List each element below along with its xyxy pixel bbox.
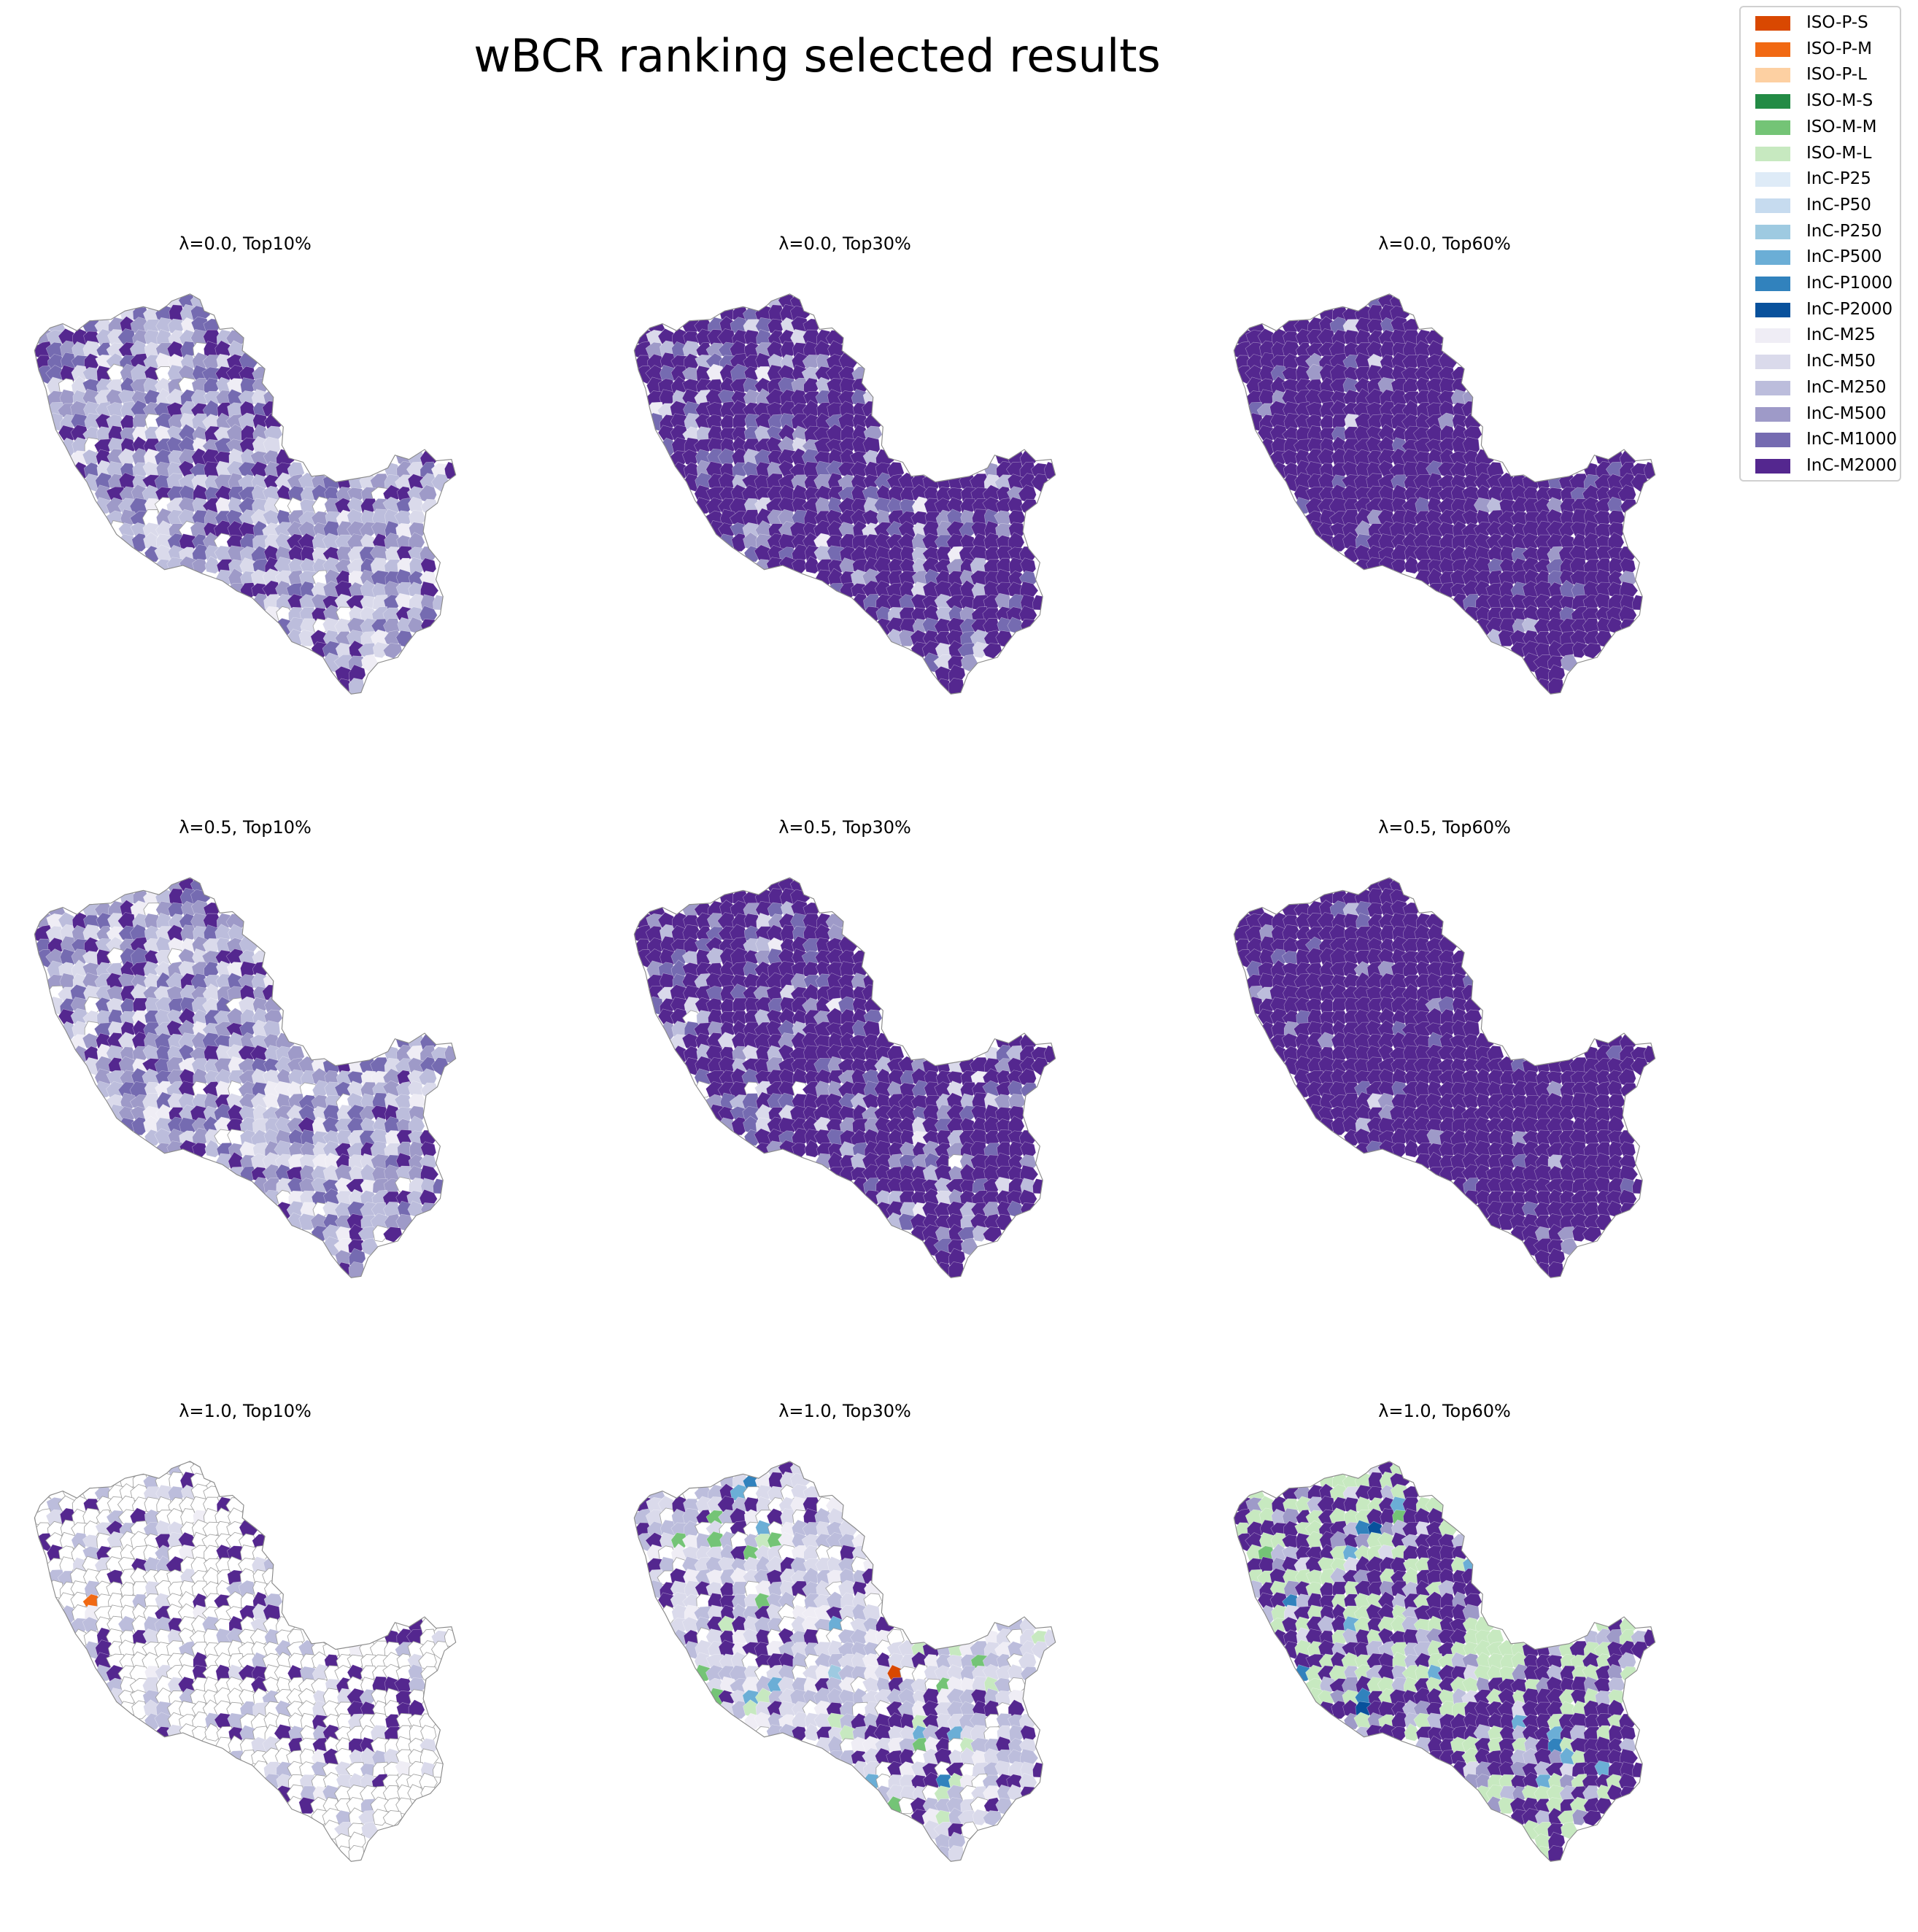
subbasin bbox=[731, 1116, 749, 1136]
panel-title: λ=0.5, Top60% bbox=[1378, 817, 1511, 838]
subbasin bbox=[348, 1844, 365, 1862]
region-boundary bbox=[633, 293, 1056, 695]
subbasin bbox=[372, 1225, 389, 1243]
subbasin bbox=[204, 1723, 222, 1742]
subbasin bbox=[1331, 533, 1348, 552]
region-boundary bbox=[1233, 877, 1656, 1278]
map-panel: λ=0.5, Top30% bbox=[619, 817, 1071, 1328]
subbasin bbox=[948, 1845, 964, 1862]
subbasin bbox=[1571, 641, 1588, 659]
subbasin bbox=[348, 1261, 365, 1278]
map-panel: λ=0.5, Top60% bbox=[1218, 817, 1671, 1328]
region-map bbox=[34, 293, 457, 695]
subbasin bbox=[1404, 555, 1421, 574]
subbasin bbox=[972, 641, 989, 659]
region-map bbox=[1233, 1461, 1656, 1862]
region-boundary bbox=[633, 877, 1056, 1278]
subbasin bbox=[131, 1700, 149, 1720]
map-panel: λ=1.0, Top10% bbox=[19, 1401, 471, 1912]
panel-title: λ=1.0, Top30% bbox=[778, 1401, 911, 1421]
panel-title: λ=0.0, Top60% bbox=[1378, 233, 1511, 254]
map-panel: λ=1.0, Top30% bbox=[619, 1401, 1071, 1912]
panel-title: λ=1.0, Top10% bbox=[179, 1401, 312, 1421]
map-cells bbox=[634, 1461, 1056, 1862]
map-cells bbox=[34, 293, 456, 695]
subbasin bbox=[731, 533, 749, 552]
subbasin bbox=[348, 678, 365, 695]
subbasin bbox=[804, 1139, 821, 1158]
subbasin bbox=[372, 641, 389, 659]
panel-title: λ=0.0, Top30% bbox=[778, 233, 911, 254]
region-boundary bbox=[34, 293, 457, 695]
subbasin bbox=[972, 1809, 989, 1826]
map-panel: λ=0.5, Top10% bbox=[19, 817, 471, 1328]
subbasin bbox=[731, 1700, 749, 1720]
region-map bbox=[633, 877, 1056, 1278]
panel-title: λ=0.5, Top30% bbox=[778, 817, 911, 838]
subbasin bbox=[948, 678, 964, 695]
panel-title: λ=1.0, Top60% bbox=[1378, 1401, 1511, 1421]
subbasin bbox=[1331, 1116, 1348, 1136]
subbasin bbox=[972, 1225, 989, 1243]
map-panel: λ=0.0, Top10% bbox=[19, 233, 471, 744]
subbasin bbox=[1547, 678, 1564, 695]
figure-title: wBCR ranking selected results bbox=[473, 29, 1161, 82]
subbasin bbox=[948, 1261, 964, 1278]
subbasin bbox=[1571, 1225, 1588, 1243]
region-boundary bbox=[633, 1461, 1056, 1862]
region-boundary bbox=[1233, 293, 1656, 695]
map-panel: λ=1.0, Top60% bbox=[1218, 1401, 1671, 1912]
subbasin bbox=[131, 533, 149, 552]
panel-title: λ=0.5, Top10% bbox=[179, 817, 312, 838]
map-cells bbox=[1234, 877, 1655, 1278]
map-cells bbox=[1234, 1461, 1655, 1862]
subbasin bbox=[372, 1809, 389, 1826]
map-cells bbox=[34, 877, 456, 1278]
subbasin bbox=[204, 1139, 222, 1158]
map-panel: λ=0.0, Top60% bbox=[1218, 233, 1671, 744]
map-cells bbox=[1234, 293, 1655, 695]
region-map bbox=[1233, 293, 1656, 695]
region-map bbox=[1233, 877, 1656, 1278]
panel-title: λ=0.0, Top10% bbox=[179, 233, 312, 254]
subbasin bbox=[804, 555, 821, 574]
map-cells bbox=[34, 1461, 456, 1862]
subbasin bbox=[131, 1116, 149, 1136]
subbasin bbox=[804, 1723, 821, 1742]
region-boundary bbox=[34, 877, 457, 1278]
subbasin bbox=[1547, 1261, 1564, 1278]
region-map bbox=[34, 1461, 457, 1862]
map-cells bbox=[634, 877, 1056, 1278]
subbasin bbox=[204, 555, 222, 574]
region-map bbox=[34, 877, 457, 1278]
region-boundary bbox=[34, 1461, 457, 1862]
region-map bbox=[633, 293, 1056, 695]
region-map bbox=[633, 1461, 1056, 1862]
subbasin bbox=[1404, 1139, 1421, 1158]
map-panel: λ=0.0, Top30% bbox=[619, 233, 1071, 744]
map-cells bbox=[634, 293, 1056, 695]
